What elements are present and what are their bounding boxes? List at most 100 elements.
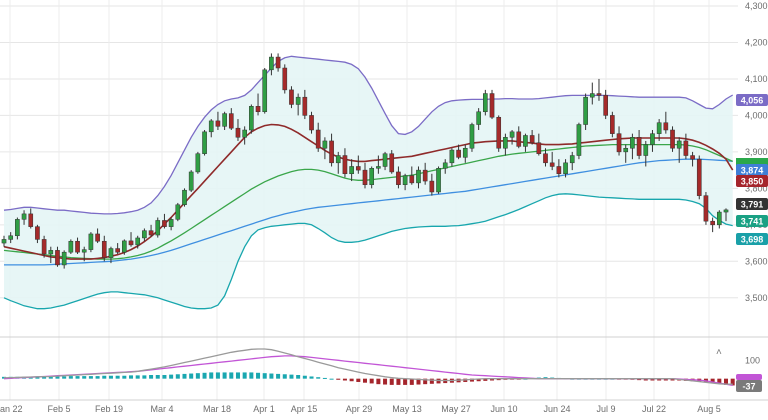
oscillator-panel <box>1 348 735 387</box>
candle-up <box>175 204 181 220</box>
candle-up <box>208 120 214 133</box>
histogram-bar <box>142 375 147 379</box>
candle-up <box>122 240 127 253</box>
collapse-arrow-icon: ˄ <box>716 347 722 358</box>
candle-down <box>529 135 535 144</box>
histogram-bar <box>490 378 495 381</box>
candle-up <box>583 96 588 125</box>
candle-down <box>496 116 502 149</box>
candle-down <box>148 230 154 236</box>
price-badge <box>736 175 768 187</box>
osc-badge-strip <box>736 374 762 380</box>
candle-down <box>596 93 602 96</box>
candle-up <box>182 189 187 206</box>
histogram-bar <box>55 376 60 379</box>
candle-down <box>556 166 562 175</box>
histogram-bar <box>657 378 662 381</box>
candle-down <box>409 175 415 184</box>
candle-up <box>376 166 381 169</box>
candle-down <box>101 240 107 258</box>
histogram-bar <box>276 373 281 379</box>
y-tick-label: 4,100 <box>745 74 768 84</box>
x-tick-label: Aug 5 <box>697 404 721 414</box>
candle-up <box>676 140 682 149</box>
histogram-bar <box>175 374 180 379</box>
y-tick-label: 4,300 <box>745 1 768 11</box>
bollinger-bands <box>4 56 733 309</box>
histogram-bar <box>95 376 100 379</box>
price-badge <box>736 94 768 106</box>
candle-down <box>456 149 461 158</box>
candle-down <box>610 115 615 134</box>
price-badge <box>736 164 768 176</box>
x-tick-label: May 27 <box>441 404 471 414</box>
candle-up <box>142 230 147 239</box>
candle-up <box>242 129 247 138</box>
price-badge <box>736 198 768 210</box>
candle-down <box>616 133 622 153</box>
candle-up <box>369 168 375 185</box>
histogram-bar <box>35 376 40 379</box>
candle-up <box>716 211 722 226</box>
histogram-bar <box>235 372 240 379</box>
candle-up <box>21 213 27 220</box>
histogram-bar <box>202 372 207 379</box>
candle-down <box>670 129 675 149</box>
histogram-bar <box>336 378 341 380</box>
candle-down <box>329 140 334 164</box>
candle-down <box>422 169 428 182</box>
price-badge-text: 3,850 <box>741 177 764 187</box>
y-tick-label: 3,500 <box>745 293 768 303</box>
y-tick-label: 3,900 <box>745 147 768 157</box>
histogram-bar <box>289 374 294 379</box>
y-tick-label: 3,600 <box>745 256 768 266</box>
price-badge-text: 3,741 <box>741 217 764 227</box>
candle-down <box>690 155 695 160</box>
histogram-bar <box>496 378 501 381</box>
candle-down <box>536 142 542 154</box>
candle-up <box>135 237 141 246</box>
candle-up <box>249 106 254 131</box>
candle-up <box>202 131 207 154</box>
histogram-bar <box>356 378 361 382</box>
candle-up <box>569 155 575 164</box>
histogram-bar <box>423 378 428 385</box>
histogram-bar <box>229 372 234 379</box>
histogram-bar <box>209 372 214 379</box>
candle-down <box>282 67 288 91</box>
histogram-bar <box>429 378 434 384</box>
candle-up <box>476 111 481 125</box>
candle-up <box>15 219 20 237</box>
histogram-bar <box>269 373 274 379</box>
histogram-bar <box>362 378 368 383</box>
x-tick-label: Apr 29 <box>346 404 373 414</box>
candle-down <box>429 180 435 193</box>
histogram-bar <box>129 375 134 379</box>
histogram-bar <box>476 378 481 382</box>
candle-down <box>396 171 401 185</box>
candle-up <box>168 219 174 227</box>
histogram-bar <box>48 376 53 379</box>
histogram-bar <box>262 373 267 379</box>
histogram-bar <box>302 375 307 379</box>
candle-down <box>389 153 395 173</box>
candle-up <box>349 166 354 175</box>
candle-up <box>295 96 301 105</box>
candle-down <box>275 56 281 69</box>
candle-up <box>449 149 455 164</box>
candle-up <box>563 162 568 175</box>
histogram-bar <box>349 378 354 382</box>
histogram-bar <box>169 374 174 379</box>
histogram-bar <box>416 378 421 385</box>
candle-down <box>603 95 608 116</box>
candle-up <box>469 124 475 149</box>
candlesticks <box>1 53 729 269</box>
price-badge <box>736 233 768 245</box>
histogram-bar <box>75 376 80 379</box>
histogram-bar <box>162 375 167 379</box>
histogram-bar <box>115 375 120 379</box>
price-badge <box>736 215 768 227</box>
candle-up <box>483 93 488 113</box>
